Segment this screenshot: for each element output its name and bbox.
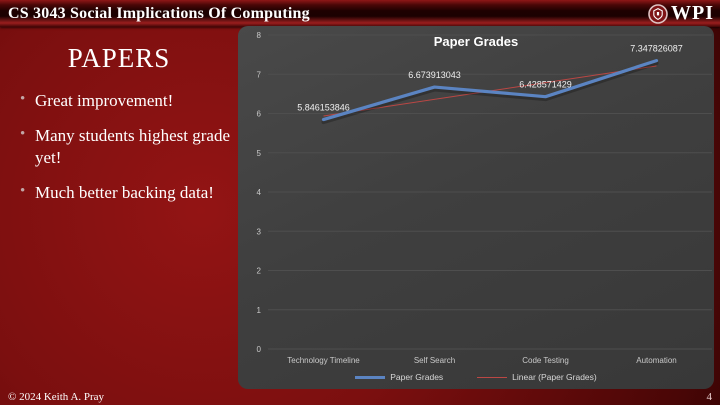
bullet-item: Many students highest grade yet!	[20, 125, 232, 168]
series-line-paper-grades	[321, 58, 659, 122]
bullet-list: Great improvement! Many students highest…	[0, 90, 238, 203]
copyright-text: © 2024 Keith A. Pray	[8, 390, 105, 403]
y-axis-tick-label: 8	[257, 31, 262, 40]
y-axis-tick-label: 4	[257, 188, 262, 197]
wpi-seal-icon	[648, 3, 668, 24]
slide-header-bar: CS 3043 Social Implications Of Computing…	[0, 0, 720, 27]
series-line-swatch	[355, 375, 386, 379]
wpi-logo: WPI	[648, 2, 720, 25]
chart-legend: Paper Grades Linear (Paper Grades)	[238, 372, 714, 382]
paper-grades-chart-panel: 0 1 2 3 4 5 6 7 8 Technology Timeline Self Search C…	[238, 26, 714, 389]
data-label: 7.347826087	[630, 44, 683, 54]
trendline-swatch	[477, 376, 508, 378]
y-axis-tick-label: 6	[257, 110, 262, 119]
x-axis-category-label: Technology Timeline	[287, 356, 360, 365]
legend-item-paper-grades: Paper Grades	[355, 372, 443, 382]
legend-item-linear-trend: Linear (Paper Grades)	[477, 372, 597, 382]
x-axis-category-label: Code Testing	[522, 356, 569, 365]
course-title: CS 3043 Social Implications Of Computing	[8, 4, 310, 22]
y-axis-tick-label: 0	[257, 345, 262, 354]
legend-label: Linear (Paper Grades)	[512, 372, 597, 382]
y-axis-tick-label: 3	[257, 227, 262, 236]
slide-footer: © 2024 Keith A. Pray 4	[0, 388, 720, 405]
wpi-logo-text: WPI	[671, 2, 714, 24]
data-label: 6.673913043	[408, 70, 461, 80]
bullet-item: Much better backing data!	[20, 182, 232, 203]
bullet-item: Great improvement!	[20, 90, 232, 111]
paper-grades-chart: 0 1 2 3 4 5 6 7 8 Technology Timeline Self Search C…	[257, 31, 712, 365]
y-axis-tick-label: 2	[257, 267, 262, 276]
data-label: 6.428571429	[519, 80, 572, 90]
slide-text-column: PAPERS Great improvement! Many students …	[0, 27, 238, 217]
legend-label: Paper Grades	[390, 372, 444, 382]
chart-title: Paper Grades	[433, 34, 519, 49]
page-number: 4	[706, 390, 713, 403]
y-axis-tick-label: 5	[257, 149, 262, 158]
y-axis-tick-label: 7	[257, 70, 262, 79]
series-line-shadow	[321, 61, 659, 125]
y-axis-tick-label: 1	[257, 306, 262, 315]
x-axis-category-label: Self Search	[414, 356, 455, 365]
x-axis-category-label: Automation	[636, 356, 676, 365]
data-label: 5.846153846	[297, 103, 350, 113]
slide-title: PAPERS	[67, 43, 171, 73]
